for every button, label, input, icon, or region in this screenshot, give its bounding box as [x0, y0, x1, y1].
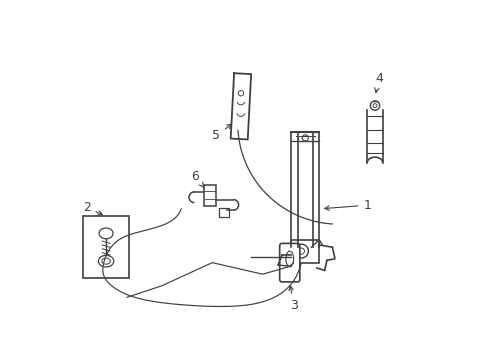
Text: 1: 1	[324, 199, 370, 212]
Text: 6: 6	[191, 170, 203, 187]
Text: 4: 4	[374, 72, 382, 93]
FancyBboxPatch shape	[291, 239, 319, 263]
FancyBboxPatch shape	[203, 185, 216, 206]
Text: 5: 5	[212, 124, 231, 143]
FancyBboxPatch shape	[219, 208, 228, 217]
Text: 3: 3	[288, 286, 297, 312]
FancyBboxPatch shape	[279, 243, 299, 282]
Text: 2: 2	[82, 201, 102, 215]
FancyBboxPatch shape	[82, 216, 129, 278]
